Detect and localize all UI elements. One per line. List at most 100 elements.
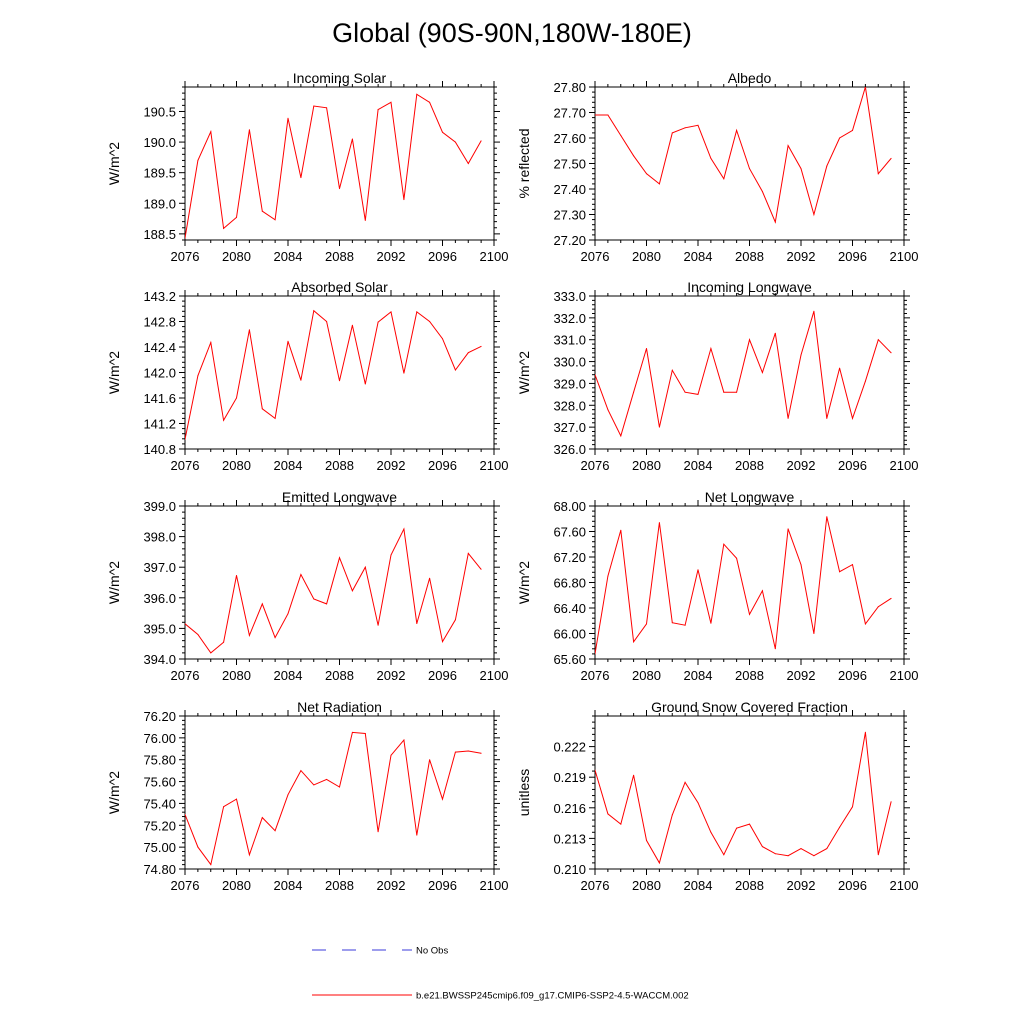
absorbed-solar-data-point xyxy=(288,341,289,342)
ground-snow-covered-fraction-xtick-label: 2100 xyxy=(890,878,919,893)
ground-snow-covered-fraction-data-point xyxy=(659,862,660,863)
emitted-longwave-xtick-label: 2096 xyxy=(428,668,457,683)
ground-snow-covered-fraction-data-point xyxy=(736,828,737,829)
net-radiation-xtick-label: 2092 xyxy=(377,878,406,893)
net-longwave-data-point xyxy=(736,558,737,559)
incoming-longwave-data-point xyxy=(698,394,699,395)
emitted-longwave-ytick-label: 394.0 xyxy=(143,652,176,667)
net-radiation-xtick-label: 2080 xyxy=(222,878,251,893)
incoming-longwave-xtick-label: 2080 xyxy=(632,458,661,473)
net-longwave-data-point xyxy=(633,641,634,642)
net-longwave-data-point xyxy=(826,516,827,517)
net-radiation-data-point xyxy=(416,835,417,836)
incoming-solar-ytick-label: 188.5 xyxy=(143,227,176,242)
incoming-solar-xtick-label: 2088 xyxy=(325,249,354,264)
absorbed-solar-data-point xyxy=(481,346,482,347)
ground-snow-covered-fraction-data-point xyxy=(788,855,789,856)
incoming-solar-xtick-label: 2084 xyxy=(274,249,303,264)
emitted-longwave-xtick-label: 2092 xyxy=(377,668,406,683)
albedo-data-point xyxy=(891,158,892,159)
net-radiation-data-point xyxy=(468,751,469,752)
incoming-solar-data-point xyxy=(378,109,379,110)
net-longwave-data-point xyxy=(891,598,892,599)
emitted-longwave-data-point xyxy=(275,637,276,638)
absorbed-solar-data-point xyxy=(262,408,263,409)
ground-snow-covered-fraction-data-point xyxy=(891,801,892,802)
albedo-data-point xyxy=(633,155,634,156)
emitted-longwave-xtick-label: 2088 xyxy=(325,668,354,683)
net-radiation-data-point xyxy=(300,770,301,771)
net-longwave-data-point xyxy=(775,648,776,649)
incoming-longwave-data-point xyxy=(723,392,724,393)
incoming-longwave-data-point xyxy=(878,339,879,340)
albedo-data-point xyxy=(736,130,737,131)
albedo-data-point xyxy=(723,178,724,179)
ground-snow-covered-fraction-data-point xyxy=(749,824,750,825)
ground-snow-covered-fraction-xtick-label: 2076 xyxy=(581,878,610,893)
ground-snow-covered-fraction-xtick-label: 2096 xyxy=(838,878,867,893)
absorbed-solar-data-point xyxy=(352,325,353,326)
emitted-longwave-data-point xyxy=(300,574,301,575)
net-radiation-ytick-label: 76.00 xyxy=(143,731,176,746)
albedo-data-point xyxy=(659,183,660,184)
incoming-longwave-ylabel: W/m^2 xyxy=(516,351,532,394)
net-radiation-data-point xyxy=(455,752,456,753)
net-longwave-ytick-label: 67.60 xyxy=(553,525,586,540)
ground-snow-covered-fraction-data-point xyxy=(723,854,724,855)
incoming-solar-data-point xyxy=(339,188,340,189)
absorbed-solar-data-point xyxy=(429,321,430,322)
ground-snow-covered-fraction-data-point xyxy=(710,832,711,833)
albedo-ytick-label: 27.80 xyxy=(553,80,586,95)
incoming-solar-data-point xyxy=(249,129,250,130)
incoming-longwave-data-point xyxy=(620,435,621,436)
emitted-longwave-data-point xyxy=(197,634,198,635)
ground-snow-covered-fraction-data-point xyxy=(762,846,763,847)
emitted-longwave-data-point xyxy=(378,625,379,626)
absorbed-solar-data-point xyxy=(442,338,443,339)
albedo-data-point xyxy=(607,115,608,116)
incoming-solar-xtick-label: 2096 xyxy=(428,249,457,264)
incoming-solar-data-point xyxy=(403,199,404,200)
absorbed-solar-xtick-label: 2100 xyxy=(480,458,509,473)
incoming-solar-data-point xyxy=(352,139,353,140)
incoming-solar-data-point xyxy=(365,220,366,221)
absorbed-solar-data-point xyxy=(365,384,366,385)
net-longwave-data-point xyxy=(865,623,866,624)
albedo-data-point xyxy=(813,214,814,215)
albedo-xtick-label: 2088 xyxy=(735,249,764,264)
albedo-ytick-label: 27.50 xyxy=(553,157,586,172)
incoming-solar-xtick-label: 2080 xyxy=(222,249,251,264)
ground-snow-covered-fraction-ytick-label: 0.210 xyxy=(553,862,586,877)
albedo-data-point xyxy=(749,168,750,169)
emitted-longwave-xtick-label: 2084 xyxy=(274,668,303,683)
net-radiation-data-point xyxy=(352,732,353,733)
emitted-longwave-data-point xyxy=(210,652,211,653)
absorbed-solar-data-point xyxy=(326,321,327,322)
incoming-longwave-data-point xyxy=(710,348,711,349)
ground-snow-covered-fraction-data-point xyxy=(646,840,647,841)
incoming-solar-data-point xyxy=(262,211,263,212)
incoming-longwave-xtick-label: 2100 xyxy=(890,458,919,473)
albedo-data-point xyxy=(826,166,827,167)
net-radiation-data-point xyxy=(210,864,211,865)
ground-snow-covered-fraction-ytick-label: 0.219 xyxy=(553,770,586,785)
albedo-ytick-label: 27.60 xyxy=(553,131,586,146)
emitted-longwave-ytick-label: 397.0 xyxy=(143,560,176,575)
incoming-longwave-ytick-label: 333.0 xyxy=(553,289,586,304)
incoming-longwave-data-point xyxy=(865,381,866,382)
net-longwave-data-point xyxy=(723,544,724,545)
net-radiation-data-point xyxy=(313,784,314,785)
emitted-longwave-data-point xyxy=(288,613,289,614)
absorbed-solar-ytick-label: 141.2 xyxy=(143,417,176,432)
incoming-longwave-data-point xyxy=(646,348,647,349)
legend-model-label: b.e21.BWSSP245cmip6.f09_g17.CMIP6-SSP2-4… xyxy=(416,991,689,1002)
emitted-longwave-ytick-label: 396.0 xyxy=(143,591,176,606)
emitted-longwave-data-point xyxy=(313,599,314,600)
incoming-solar-data-point xyxy=(416,94,417,95)
absorbed-solar-data-point xyxy=(391,311,392,312)
net-radiation-data-point xyxy=(391,755,392,756)
emitted-longwave-data-point xyxy=(352,590,353,591)
absorbed-solar-ytick-label: 141.6 xyxy=(143,391,176,406)
incoming-solar-data-point xyxy=(197,160,198,161)
albedo-data-point xyxy=(685,127,686,128)
